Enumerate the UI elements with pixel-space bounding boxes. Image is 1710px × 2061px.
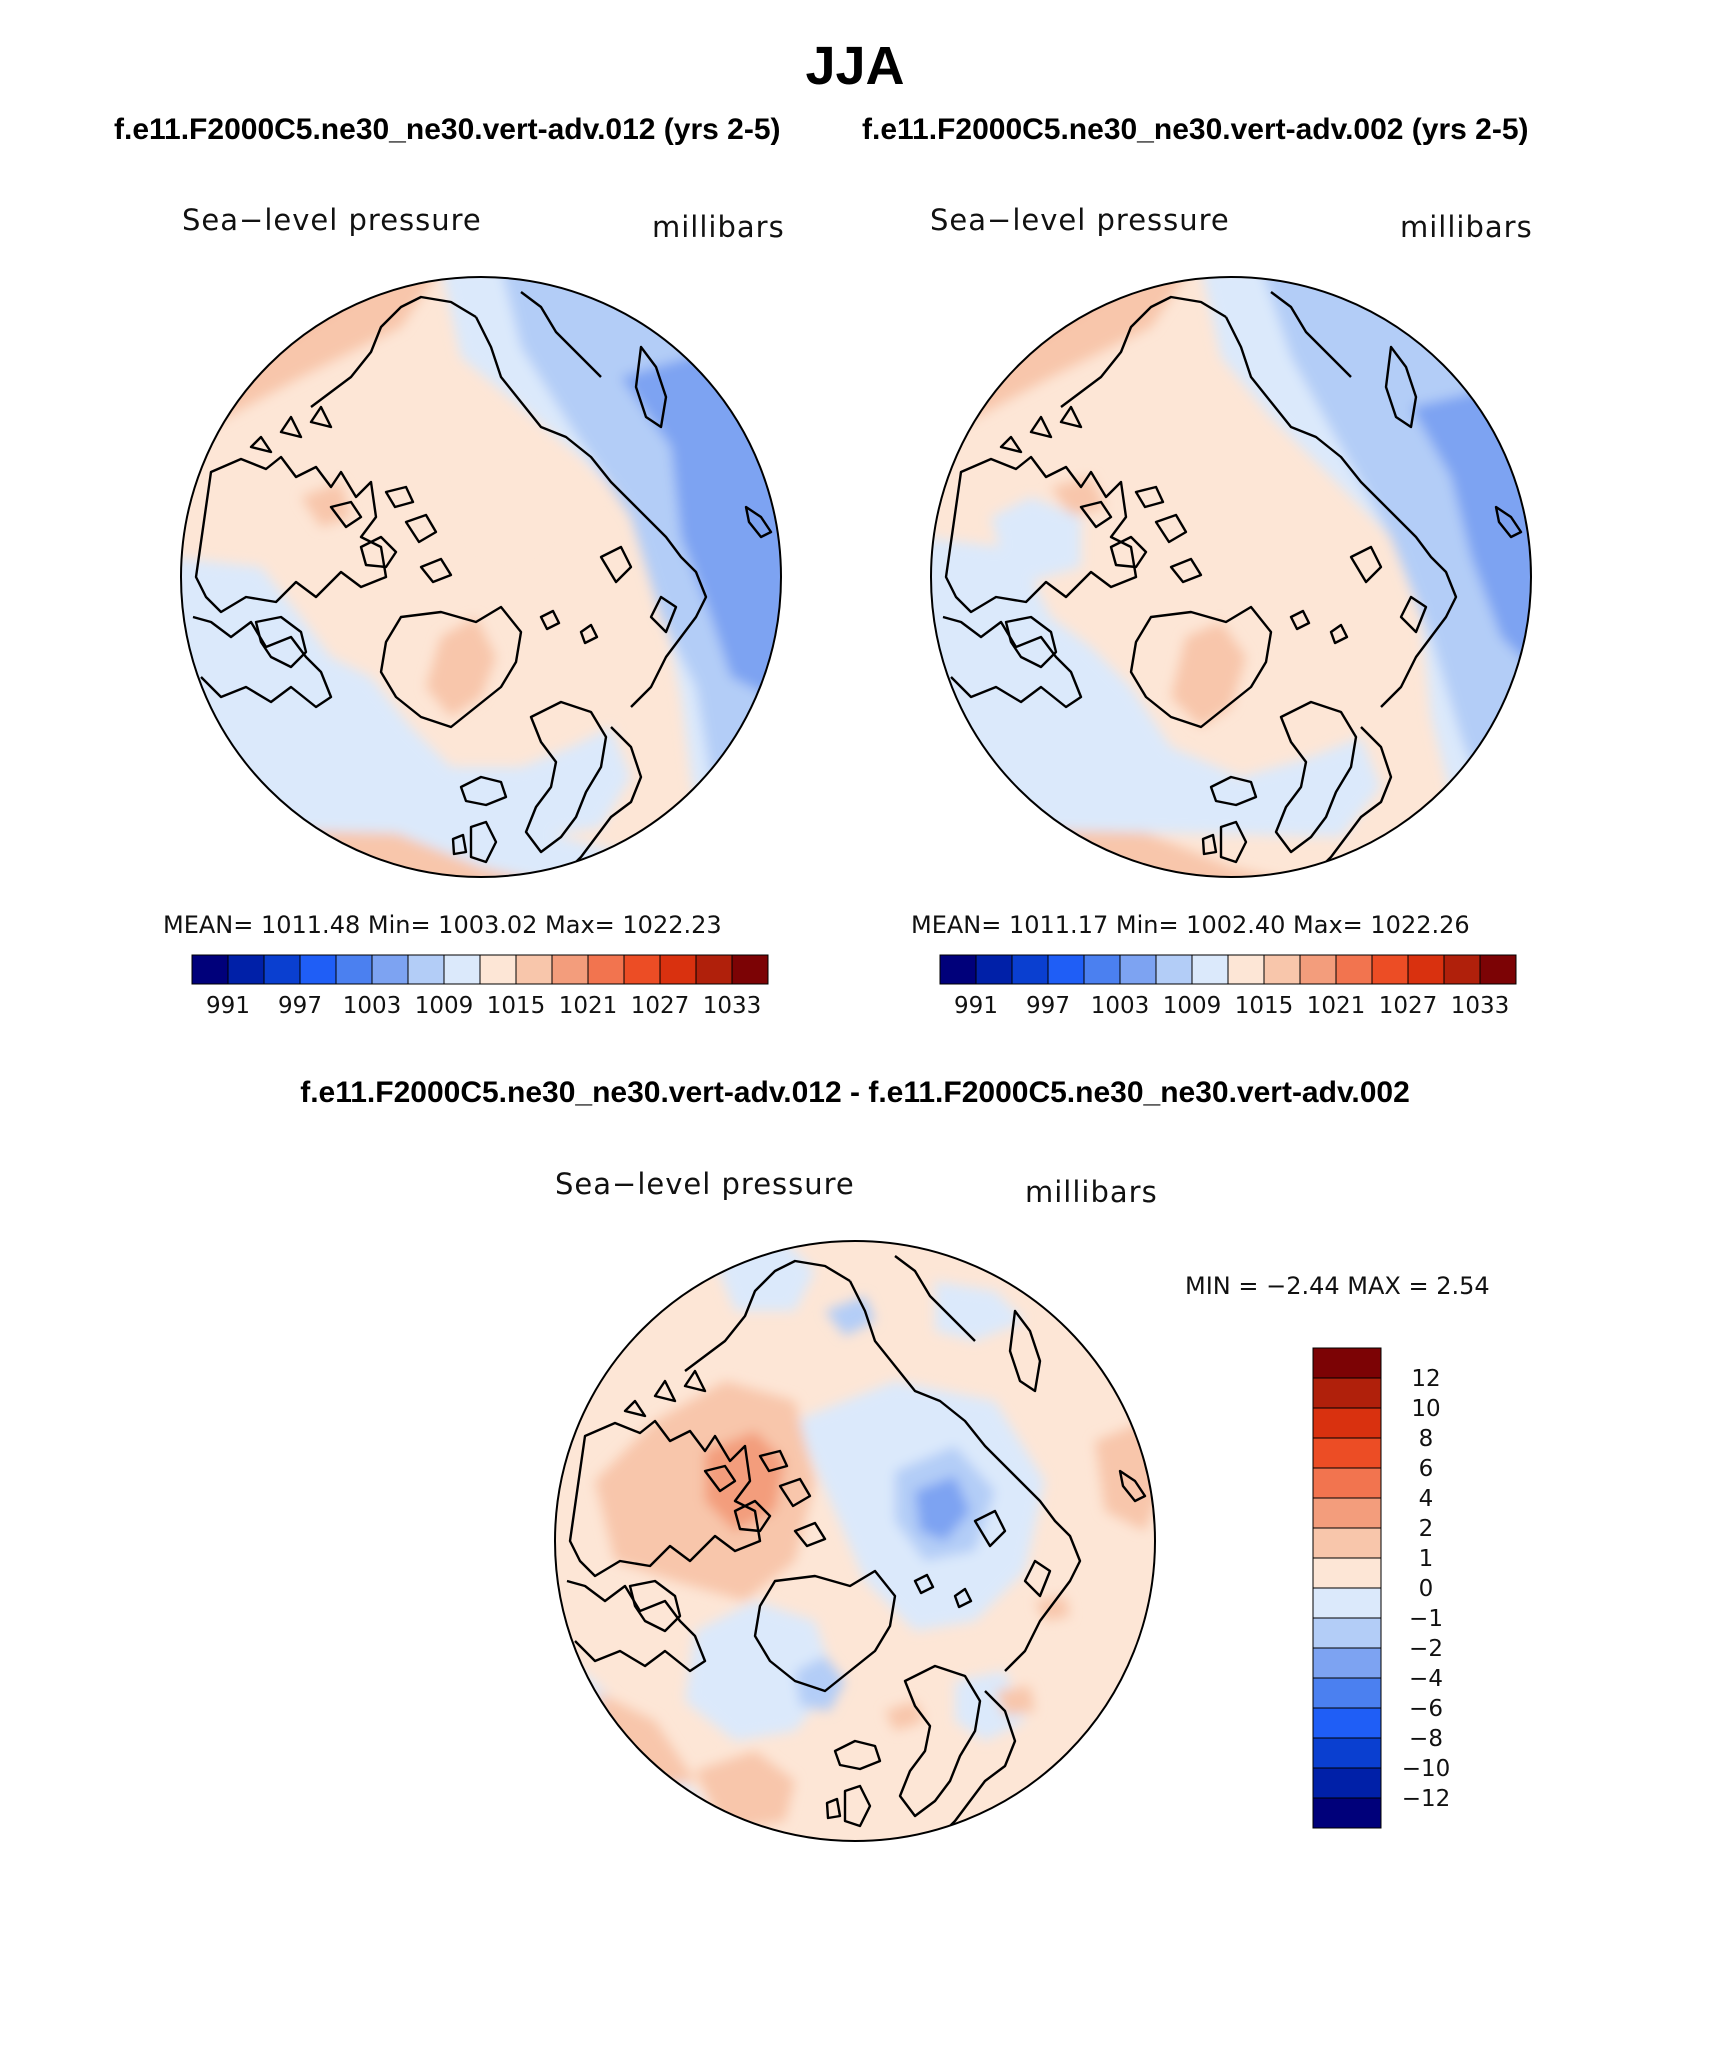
colorbar-tick-label: −2 [1409,1636,1443,1662]
colorbar-swatch [479,954,517,985]
colorbar-swatch [975,954,1013,985]
colorbar-swatch [1312,1707,1382,1739]
colorbar-swatch [335,954,373,985]
colorbar-tick-label: 997 [278,993,322,1019]
colorbar-tick-label: 1021 [559,993,618,1019]
colorbar-swatch [1312,1587,1382,1619]
colorbar-tick-label: −1 [1409,1606,1443,1632]
panel-1-colorbar: 991 997 1003 1009 1015 1021 1027 1033 [191,954,769,1019]
colorbar-swatch [1119,954,1157,985]
colorbar-swatch [1011,954,1049,985]
colorbar-tick-label: 1 [1419,1546,1434,1572]
colorbar-swatch [1312,1437,1382,1469]
panel-3-variable-label: Sea−level pressure [555,1167,855,1201]
colorbar-tick-label: 997 [1026,993,1070,1019]
figure-title: JJA [805,36,905,96]
colorbar-tick-label: 1003 [1091,993,1150,1019]
colorbar-swatch [443,954,481,985]
panel-1-map [180,276,782,878]
panel-2-colorbar: 991 997 1003 1009 1015 1021 1027 1033 [939,954,1517,1019]
colorbar-swatch [1312,1647,1382,1679]
colorbar-tick-label: 1033 [703,993,762,1019]
colorbar-swatch [1479,954,1517,985]
colorbar-swatch [1312,1377,1382,1409]
panel-1-title: f.e11.F2000C5.ne30_ne30.vert-adv.012 (yr… [114,113,781,146]
colorbar-tick-label: 1033 [1451,993,1510,1019]
colorbar-swatch [1227,954,1265,985]
colorbar-tick-label: 1009 [415,993,474,1019]
colorbar-tick-label: 1027 [1379,993,1438,1019]
colorbar-tick-label: 0 [1419,1576,1434,1602]
panel-2-map [930,276,1532,878]
colorbar-swatch [299,954,337,985]
colorbar-tick-label: −8 [1409,1726,1443,1752]
panel-1-stats: MEAN= 1011.48 Min= 1003.02 Max= 1022.23 [163,911,722,939]
colorbar-tick-label: 991 [206,993,250,1019]
colorbar-swatch [551,954,589,985]
colorbar-swatch [1263,954,1301,985]
colorbar-tick-label: 6 [1419,1456,1434,1482]
colorbar-swatch [1312,1497,1382,1529]
colorbar-swatch [227,954,265,985]
colorbar-swatch [1312,1557,1382,1589]
panel-1-variable-label: Sea−level pressure [182,203,482,237]
colorbar-swatch [1312,1677,1382,1709]
colorbar-swatch [731,954,769,985]
colorbar-tick-label: −10 [1402,1756,1451,1782]
colorbar-tick-label: 8 [1419,1426,1434,1452]
colorbar-tick-label: −12 [1402,1786,1451,1812]
colorbar-tick-label: 1027 [631,993,690,1019]
colorbar-swatch [587,954,625,985]
colorbar-swatch [1299,954,1337,985]
colorbar-swatch [939,954,977,985]
panel-2-title: f.e11.F2000C5.ne30_ne30.vert-adv.002 (yr… [862,113,1529,146]
colorbar-tick-label: 4 [1419,1486,1434,1512]
colorbar-swatch [1047,954,1085,985]
colorbar-swatch [1312,1797,1382,1829]
colorbar-tick-label: 1021 [1307,993,1366,1019]
colorbar-tick-label: 1009 [1163,993,1222,1019]
difference-title: f.e11.F2000C5.ne30_ne30.vert-adv.012 - f… [300,1076,1410,1109]
colorbar-tick-label: 2 [1419,1516,1434,1542]
colorbar-swatch [1312,1767,1382,1799]
colorbar-tick-label: 1015 [487,993,546,1019]
colorbar-tick-label: −6 [1409,1696,1443,1722]
colorbar-swatch [1443,954,1481,985]
panel-3-map [554,1240,1156,1842]
panel-3-units-label: millibars [1025,1175,1158,1209]
colorbar-tick-label: 991 [954,993,998,1019]
colorbar-swatch [1312,1467,1382,1499]
colorbar-swatch [515,954,553,985]
colorbar-swatch [407,954,445,985]
colorbar-swatch [1312,1617,1382,1649]
colorbar-swatch [1407,954,1445,985]
colorbar-swatch [1335,954,1373,985]
colorbar-swatch [1371,954,1409,985]
colorbar-swatch [623,954,661,985]
colorbar-swatch [1191,954,1229,985]
panel-2-stats: MEAN= 1011.17 Min= 1002.40 Max= 1022.26 [911,911,1470,939]
panel-2-variable-label: Sea−level pressure [930,203,1230,237]
colorbar-swatch [659,954,697,985]
colorbar-tick-label: 10 [1411,1396,1440,1422]
colorbar-swatch [1155,954,1193,985]
panel-2-units-label: millibars [1400,210,1533,244]
colorbar-tick-label: −4 [1409,1666,1443,1692]
colorbar-tick-label: 1003 [343,993,402,1019]
colorbar-swatch [1312,1407,1382,1439]
panel-3-stats: MIN = −2.44 MAX = 2.54 [1185,1272,1490,1300]
colorbar-tick-label: 12 [1411,1366,1440,1392]
panel-1-units-label: millibars [652,210,785,244]
colorbar-swatch [1083,954,1121,985]
colorbar-swatch [695,954,733,985]
colorbar-swatch [1312,1527,1382,1559]
colorbar-swatch [191,954,229,985]
colorbar-swatch [263,954,301,985]
colorbar-swatch [371,954,409,985]
colorbar-tick-label: 1015 [1235,993,1294,1019]
colorbar-swatch [1312,1737,1382,1769]
colorbar-swatch [1312,1347,1382,1379]
